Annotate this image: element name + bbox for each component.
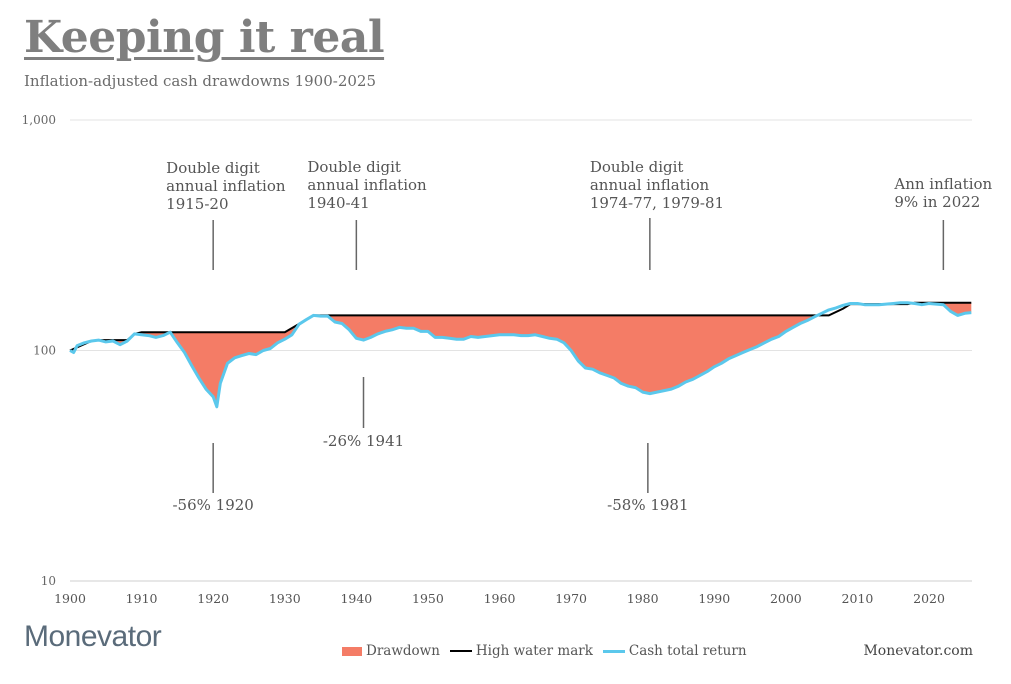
drawdown-area [70, 302, 972, 407]
annotation-below-1920: -56% 1920 [172, 496, 253, 514]
x-tick-label-1920: 1920 [197, 591, 229, 606]
x-tick-label-1950: 1950 [412, 591, 444, 606]
x-tick-label-1940: 1940 [340, 591, 372, 606]
x-tick-label-1980: 1980 [627, 591, 659, 606]
y-tick-label-1000: 1,000 [22, 113, 56, 127]
legend-item-high-water-mark: High water mark [449, 643, 593, 659]
legend-swatch-cash [602, 649, 625, 653]
annotation-above-2022-line-0: Ann inflation [893, 175, 992, 193]
x-tick-label-1990: 1990 [698, 591, 730, 606]
x-tick-label-2020: 2020 [913, 591, 945, 606]
x-tick-label-2010: 2010 [842, 591, 874, 606]
chart-title: Keeping it real [24, 12, 385, 63]
legend-label-cash: Cash total return [628, 643, 747, 659]
annotation-above-1940-line-1: annual inflation [307, 176, 427, 194]
legend-label-drawdown: Drawdown [366, 643, 440, 659]
x-tick-label-2000: 2000 [770, 591, 802, 606]
annotation-above-1920-line-0: Double digit [166, 159, 260, 177]
chart-subtitle: Inflation-adjusted cash drawdowns 1900-2… [24, 72, 376, 90]
legend-label-high-water-mark: High water mark [475, 643, 593, 659]
annotation-below-1981: -58% 1981 [607, 496, 688, 514]
legend-swatch-drawdown [342, 646, 362, 656]
annotation-above-1981-line-1: annual inflation [590, 176, 710, 194]
annotation-above-1920-line-1: annual inflation [166, 177, 286, 195]
y-tick-label-100: 100 [33, 344, 56, 358]
annotation-above-1981-line-2: 1974-77, 1979-81 [590, 194, 724, 212]
x-tick-label-1960: 1960 [484, 591, 516, 606]
y-tick-label-10: 10 [41, 574, 56, 588]
x-tick-label-1930: 1930 [269, 591, 301, 606]
source-credit: Monevator.com [863, 643, 973, 659]
annotation-above-2022-line-1: 9% in 2022 [894, 193, 980, 211]
legend: Drawdown High water mark Cash total retu… [342, 643, 747, 659]
annotation-above-1940-line-0: Double digit [307, 158, 401, 176]
legend-item-cash: Cash total return [602, 643, 747, 659]
annotation-above-1920-line-2: 1915-20 [166, 195, 228, 213]
x-tick-label-1900: 1900 [54, 591, 86, 606]
annotation-above-1940-line-2: 1940-41 [307, 194, 369, 212]
monevator-logo: Monevator [24, 620, 162, 653]
cash-total-return-line [69, 301, 972, 409]
x-tick-label-1970: 1970 [555, 591, 587, 606]
legend-swatch-high-water-mark [449, 650, 472, 652]
annotation-below-1941: -26% 1941 [323, 432, 404, 450]
annotation-above-1981-line-0: Double digit [590, 158, 684, 176]
legend-item-drawdown: Drawdown [342, 643, 440, 659]
x-tick-label-1910: 1910 [126, 591, 158, 606]
